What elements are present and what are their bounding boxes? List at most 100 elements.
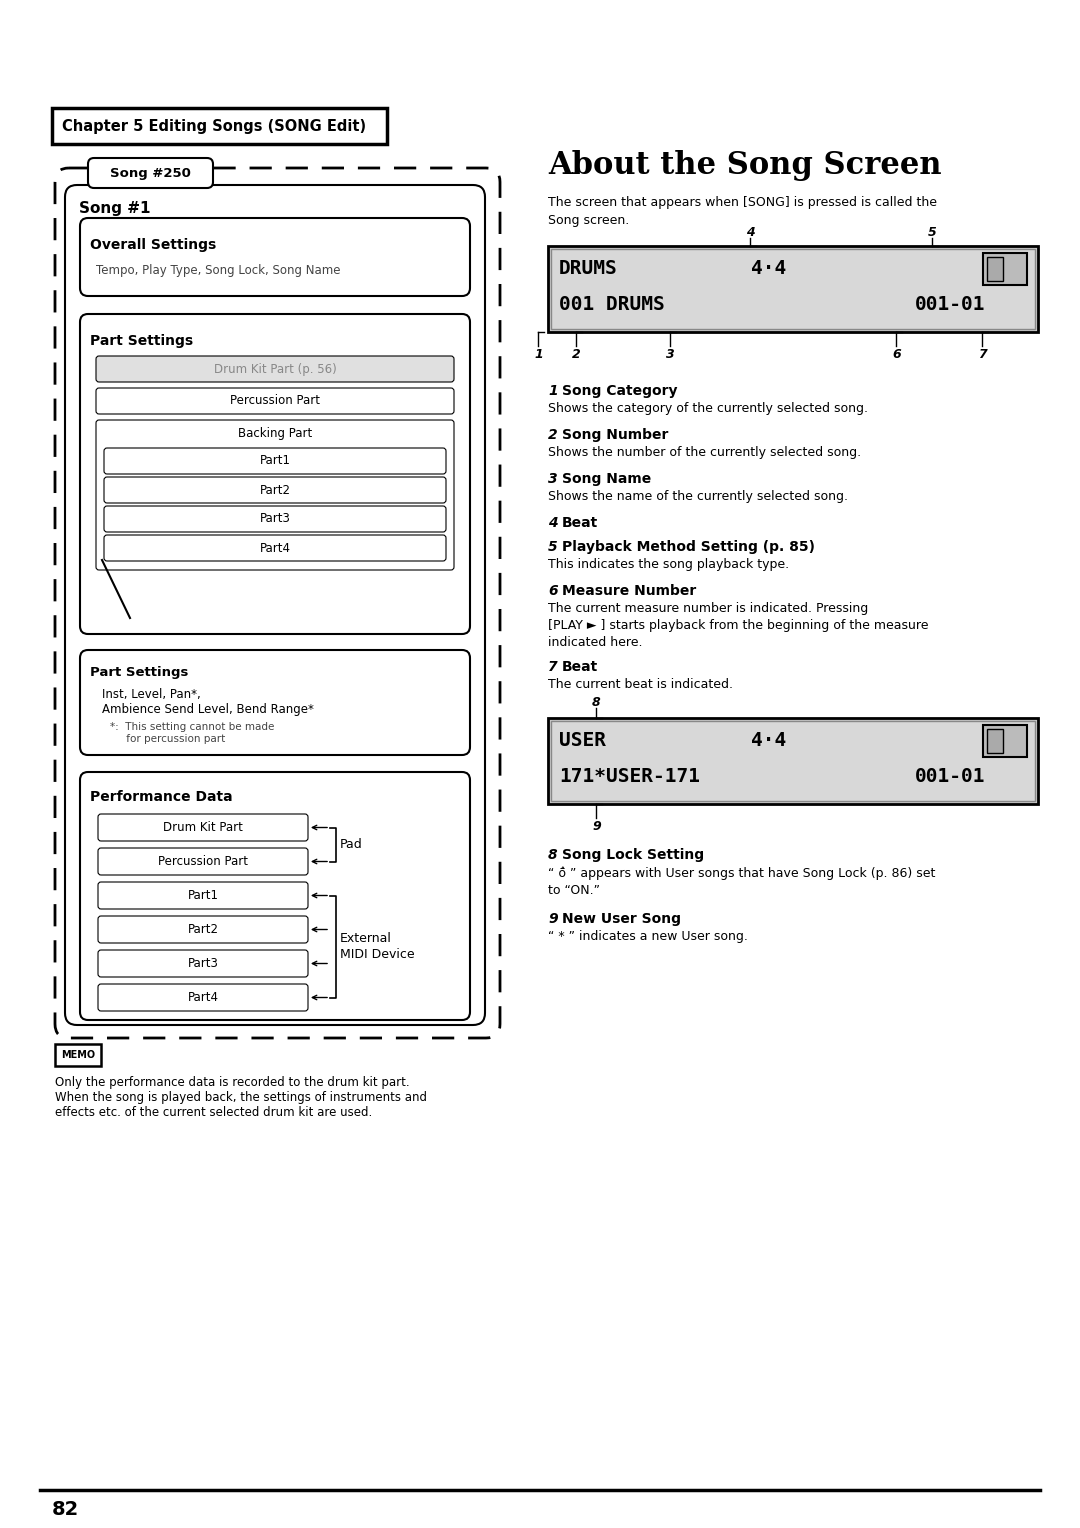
Text: 4·4: 4·4 [751,730,786,750]
Text: Part1: Part1 [259,454,291,468]
Text: Part1: Part1 [188,889,218,902]
FancyBboxPatch shape [80,219,470,296]
Text: Part3: Part3 [259,512,291,526]
Text: 82: 82 [52,1500,79,1519]
Text: 1: 1 [548,384,557,397]
Text: Song Name: Song Name [562,472,651,486]
Text: Shows the number of the currently selected song.: Shows the number of the currently select… [548,446,861,458]
Text: 171*USER-171: 171*USER-171 [559,767,700,785]
Text: The current measure number is indicated. Pressing
[PLAY ► ] starts playback from: The current measure number is indicated.… [548,602,929,649]
Text: Part2: Part2 [188,923,218,937]
FancyBboxPatch shape [104,448,446,474]
Text: Overall Settings: Overall Settings [90,238,216,252]
FancyBboxPatch shape [98,814,308,840]
Text: 7: 7 [978,348,987,361]
Text: 4·4: 4·4 [751,260,786,278]
Text: Shows the category of the currently selected song.: Shows the category of the currently sele… [548,402,868,416]
Text: 001 DRUMS: 001 DRUMS [559,295,665,313]
Text: *:  This setting cannot be made
     for percussion part: *: This setting cannot be made for percu… [110,723,274,744]
Text: 7: 7 [548,660,557,674]
Text: Part Settings: Part Settings [90,666,188,678]
Text: Part4: Part4 [188,992,218,1004]
Text: Part Settings: Part Settings [90,335,193,348]
FancyBboxPatch shape [98,915,308,943]
Bar [52,108,387,144]
Text: Shows the name of the currently selected song.: Shows the name of the currently selected… [548,490,848,503]
Bar [987,257,1003,281]
Text: 8: 8 [548,848,557,862]
Text: 9: 9 [592,821,600,833]
Text: About the Song Screen: About the Song Screen [548,150,942,180]
FancyBboxPatch shape [96,356,454,382]
FancyBboxPatch shape [80,649,470,755]
FancyBboxPatch shape [98,848,308,876]
Text: DRUMS: DRUMS [559,260,618,278]
Bar [551,249,1035,329]
Text: Backing Part: Backing Part [238,426,312,440]
Text: The current beat is indicated.: The current beat is indicated. [548,678,733,691]
Text: Song Lock Setting: Song Lock Setting [562,848,704,862]
Text: 1: 1 [534,348,543,361]
Text: 9: 9 [548,912,557,926]
Text: 8: 8 [592,695,600,709]
Text: “ ō̂ ” appears with User songs that have Song Lock (p. 86) set
to “ON.”: “ ō̂ ” appears with User songs that have… [548,866,935,897]
FancyBboxPatch shape [96,420,454,570]
Text: 4: 4 [746,226,755,238]
Text: MEMO: MEMO [60,1050,95,1060]
Text: 6: 6 [892,348,901,361]
Text: 2: 2 [572,348,581,361]
Text: Drum Kit Part: Drum Kit Part [163,821,243,834]
Bar [983,724,1027,756]
Text: Tempo, Play Type, Song Lock, Song Name: Tempo, Play Type, Song Lock, Song Name [96,264,340,277]
FancyBboxPatch shape [80,313,470,634]
Text: Part4: Part4 [259,541,291,555]
Text: Percussion Part: Percussion Part [158,856,248,868]
Text: New User Song: New User Song [562,912,681,926]
Bar [548,718,1038,804]
Text: 001-01: 001-01 [915,767,986,785]
Text: Percussion Part: Percussion Part [230,394,320,408]
Text: 5: 5 [548,539,557,555]
FancyBboxPatch shape [96,388,454,414]
FancyBboxPatch shape [104,535,446,561]
FancyBboxPatch shape [87,157,213,188]
Bar [55,1044,102,1067]
FancyBboxPatch shape [98,950,308,976]
Text: Part3: Part3 [188,957,218,970]
Text: USER: USER [559,730,606,750]
Bar [987,729,1003,753]
Text: Playback Method Setting (p. 85): Playback Method Setting (p. 85) [562,539,815,555]
Text: Drum Kit Part (p. 56): Drum Kit Part (p. 56) [214,362,336,376]
Text: 5: 5 [928,226,936,238]
Text: 6: 6 [548,584,557,597]
Text: This indicates the song playback type.: This indicates the song playback type. [548,558,789,571]
Text: Performance Data: Performance Data [90,790,232,804]
Text: Part2: Part2 [259,483,291,497]
Text: Pad: Pad [340,837,363,851]
Text: Beat: Beat [562,516,598,530]
Text: 2: 2 [548,428,557,442]
Text: Song #250: Song #250 [110,167,191,179]
Text: Song Category: Song Category [562,384,677,397]
FancyBboxPatch shape [104,506,446,532]
Bar [983,254,1027,286]
Text: Song Number: Song Number [562,428,669,442]
Text: 4: 4 [548,516,557,530]
Text: Only the performance data is recorded to the drum kit part.
When the song is pla: Only the performance data is recorded to… [55,1076,427,1118]
Text: External
MIDI Device: External MIDI Device [340,932,415,961]
Text: The screen that appears when [SONG] is pressed is called the
Song screen.: The screen that appears when [SONG] is p… [548,196,937,228]
Text: Measure Number: Measure Number [562,584,697,597]
Bar [551,721,1035,801]
Text: “ * ” indicates a new User song.: “ * ” indicates a new User song. [548,931,747,943]
FancyBboxPatch shape [98,984,308,1012]
Text: Song #1: Song #1 [79,202,150,217]
FancyBboxPatch shape [65,185,485,1025]
Bar [548,246,1038,332]
Text: Beat: Beat [562,660,598,674]
Text: Chapter 5 Editing Songs (SONG Edit): Chapter 5 Editing Songs (SONG Edit) [62,119,366,133]
Text: 3: 3 [666,348,675,361]
FancyBboxPatch shape [98,882,308,909]
Text: 3: 3 [548,472,557,486]
FancyBboxPatch shape [80,772,470,1021]
Text: 001-01: 001-01 [915,295,986,313]
